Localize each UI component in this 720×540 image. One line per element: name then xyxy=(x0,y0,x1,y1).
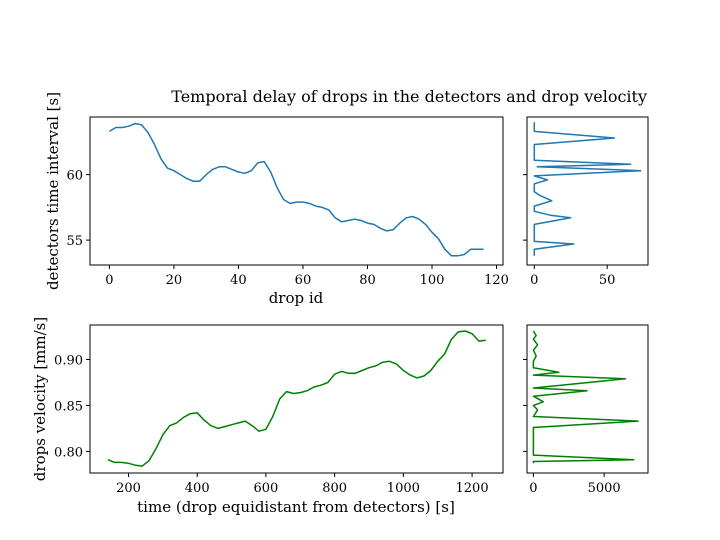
delay-main-panel: drop id detectors time interval [s] 0 20 4… xyxy=(44,92,509,307)
delay-main-ylabel: detectors time interval [s] xyxy=(44,92,62,290)
delay-hist-panel: 0 50 xyxy=(523,116,649,288)
velocity_main-xtick-label: 1200 xyxy=(456,481,489,496)
delay_hist-series-line xyxy=(533,122,642,256)
delay_main-ytick-label: 55 xyxy=(66,234,83,249)
velocity_hist-xtick-label: 5000 xyxy=(588,481,621,496)
velocity_main-xtick-label: 200 xyxy=(116,481,141,496)
velocity_main-ytick-label: 0.90 xyxy=(54,353,83,368)
delay_hist-xtick-label: 0 xyxy=(530,273,538,288)
velocity_main-xtick-label: 800 xyxy=(322,481,347,496)
velocity-hist-frame xyxy=(526,324,649,474)
velocity-main-panel: time (drop equidistant from detectors) [… xyxy=(31,317,504,516)
velocity-main-xlabel: time (drop equidistant from detectors) [… xyxy=(137,498,455,516)
velocity_hist-xtick-label: 0 xyxy=(529,481,537,496)
velocity_main-xtick-label: 600 xyxy=(254,481,279,496)
velocity_main-xtick-label: 1000 xyxy=(387,481,420,496)
delay_hist-xtick-label: 50 xyxy=(599,273,616,288)
velocity_main-ytick-label: 0.85 xyxy=(54,399,83,414)
delay-main-xlabel: drop id xyxy=(269,289,324,307)
delay_main-xtick-label: 0 xyxy=(105,273,113,288)
delay-hist-frame xyxy=(526,116,649,266)
delay_main-ytick-label: 60 xyxy=(66,169,83,184)
velocity-main-ylabel: drops velocity [mm/s] xyxy=(31,317,49,481)
velocity_hist-series-line xyxy=(532,330,639,464)
delay-main-frame xyxy=(89,116,504,266)
delay_main-xtick-label: 80 xyxy=(359,273,376,288)
velocity-hist-panel: 0 5000 xyxy=(523,324,649,496)
delay_main-xtick-label: 120 xyxy=(484,273,509,288)
velocity_main-ytick-label: 0.80 xyxy=(54,445,83,460)
velocity-main-frame xyxy=(89,324,504,474)
velocity_main-xtick-label: 400 xyxy=(185,481,210,496)
figure-title: Temporal delay of drops in the detectors… xyxy=(171,87,647,106)
delay_main-xtick-label: 100 xyxy=(420,273,445,288)
velocity_main-series-line xyxy=(107,330,486,467)
delay_main-xtick-label: 60 xyxy=(295,273,312,288)
delay_main-xtick-label: 40 xyxy=(230,273,247,288)
delay_main-series-line xyxy=(109,122,484,257)
delay_main-xtick-label: 20 xyxy=(166,273,183,288)
